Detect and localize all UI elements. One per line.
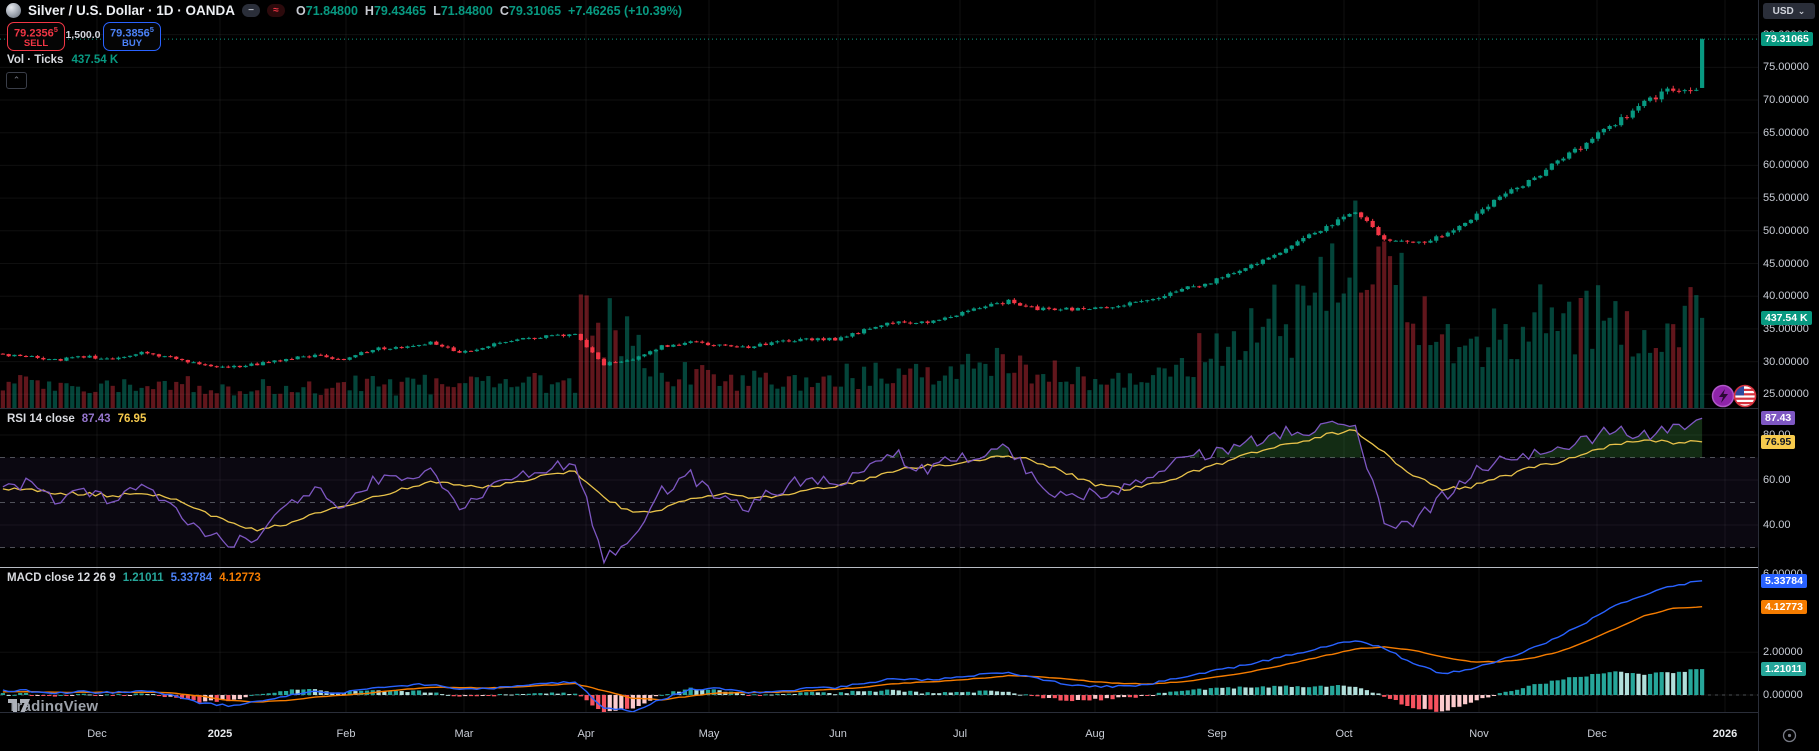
sell-price-sup: 5 <box>53 24 58 34</box>
price-axis-label: 25.00000 <box>1763 388 1809 401</box>
spread-value: 1,500.0 <box>65 29 101 41</box>
time-axis-year-label: 2026 <box>1712 728 1738 740</box>
time-axis-month-label: Nov <box>1469 728 1489 740</box>
ohlc-values: O71.84800 H79.43465 L71.84800 C79.31065 … <box>296 4 682 18</box>
macd-line-value: 5.33784 <box>170 572 213 584</box>
time-axis-month-label: Feb <box>336 728 356 740</box>
price-axis-label: 2.00000 <box>1763 646 1803 659</box>
macd-pane[interactable] <box>0 568 1758 712</box>
chevron-down-icon: ⌄ <box>1797 5 1806 16</box>
rsi-legend[interactable]: RSI 14 close 87.43 76.95 <box>7 413 146 425</box>
macd-badge: 5.33784 <box>1761 573 1807 588</box>
price-axis-label: 45.00000 <box>1763 257 1809 270</box>
rsi-badge: 87.43 <box>1761 411 1796 426</box>
price-axis-label: 60.00000 <box>1763 159 1809 172</box>
time-axis-month-label: Jul <box>952 728 968 740</box>
price-axis-label: 30.00000 <box>1763 355 1809 368</box>
pane-separator-2[interactable] <box>0 567 1758 568</box>
sell-price: 79.2356 <box>14 27 54 40</box>
time-axis-month-label: Jun <box>829 728 847 740</box>
macd-hist-value: 1.21011 <box>122 572 164 584</box>
currency-dropdown[interactable]: USD ⌄ <box>1763 3 1815 19</box>
buy-price: 79.3856 <box>110 27 150 40</box>
symbol-logo-icon <box>6 3 21 18</box>
macd-name: MACD <box>7 572 42 584</box>
rsi-value: 87.43 <box>81 413 111 425</box>
symbol-title[interactable]: Silver / U.S. Dollar · 1D · OANDA <box>28 3 236 18</box>
macd-signal-badge: 4.12773 <box>1761 599 1807 614</box>
change-value: +7.46265 (+10.39%) <box>568 3 683 18</box>
current-price-badge: 79.31065 <box>1761 32 1813 47</box>
time-axis[interactable]: Dec 2025 Feb Mar Apr May Jun Jul Aug Sep Oct Nov Dec… <box>0 712 1758 751</box>
tradingview-logo[interactable]: TradingView <box>8 698 98 715</box>
time-axis-month-label: Aug <box>1085 728 1105 740</box>
symbol-pair-logos <box>1711 384 1757 408</box>
price-axis-label: 35.00000 <box>1763 322 1809 335</box>
macd-hist-badge: 1.21011 <box>1761 662 1807 677</box>
time-axis-month-label: Dec <box>87 728 107 740</box>
price-axis-label: 50.00000 <box>1763 224 1809 237</box>
currency-value: USD <box>1772 5 1794 17</box>
tradingview-logo-text: TradingView <box>8 698 99 715</box>
price-axis-label: 70.00000 <box>1763 94 1809 107</box>
time-axis-month-label: May <box>698 728 720 740</box>
price-axis-label: 40.00 <box>1763 518 1791 531</box>
macd-signal-value: 4.12773 <box>219 572 261 584</box>
price-axis-label: 65.00000 <box>1763 126 1809 139</box>
timezone-clock-icon[interactable] <box>1782 728 1797 743</box>
time-axis-year-label: 2025 <box>207 728 233 740</box>
price-axis-label: 55.00000 <box>1763 192 1809 205</box>
open-value: 71.84800 <box>305 3 358 18</box>
sell-button[interactable]: 79.23565 SELL <box>7 22 65 51</box>
usd-flag-icon <box>1733 384 1757 408</box>
rsi-pane[interactable] <box>0 409 1758 567</box>
macd-legend[interactable]: MACD close 12 26 9 1.21011 5.33784 4.127… <box>7 572 261 584</box>
sell-label: SELL <box>23 38 49 50</box>
buy-label: BUY <box>121 38 143 50</box>
open-label: O <box>296 3 306 18</box>
tradingview-logo-icon <box>8 699 30 714</box>
close-value: 79.31065 <box>508 3 562 18</box>
low-value: 71.84800 <box>440 3 493 18</box>
time-axis-month-label: Mar <box>454 728 474 740</box>
delayed-data-icon[interactable]: ≈ <box>267 4 286 17</box>
low-label: L <box>433 3 441 18</box>
rsi-ma-badge: 76.95 <box>1761 434 1796 449</box>
price-axis-label: 60.00 <box>1763 474 1791 486</box>
high-value: 79.43465 <box>373 3 427 18</box>
main-price-pane[interactable] <box>0 0 1758 408</box>
price-scale[interactable]: USD ⌄ 80.0000075.0000070.0000065.0000060… <box>1758 0 1819 751</box>
rsi-params: 14 close <box>29 413 75 425</box>
time-axis-month-label: Dec <box>1587 728 1607 740</box>
buy-button[interactable]: 79.38565 BUY <box>103 22 161 51</box>
rsi-ma-value: 76.95 <box>117 413 147 425</box>
chevron-up-icon: ⌃ <box>12 75 21 85</box>
volume-legend: Vol · Ticks 437.54 K <box>7 54 118 66</box>
buy-price-sup: 5 <box>149 24 154 34</box>
macd-params: close 12 26 9 <box>44 572 116 584</box>
price-axis-label: 40.00000 <box>1763 290 1809 303</box>
symbol-legend: Silver / U.S. Dollar · 1D · OANDA − ≈ O7… <box>6 3 682 18</box>
price-axis-label: 75.00000 <box>1763 61 1809 74</box>
rsi-name: RSI <box>7 413 27 425</box>
high-label: H <box>364 3 374 18</box>
close-label: C <box>499 3 509 18</box>
time-axis-month-label: Apr <box>577 728 595 740</box>
collapse-legend-button[interactable]: ⌃ <box>6 72 27 89</box>
volume-legend-value: 437.54 K <box>71 54 119 66</box>
pane-separator-1[interactable] <box>0 408 1758 409</box>
volume-badge: 437.54 K <box>1761 310 1812 325</box>
volume-legend-label: Vol · Ticks <box>7 54 64 66</box>
time-axis-month-label: Oct <box>1335 728 1353 740</box>
price-axis-label: 0.00000 <box>1763 689 1803 701</box>
time-axis-month-label: Sep <box>1207 728 1227 740</box>
market-status-icon[interactable]: − <box>242 4 261 17</box>
